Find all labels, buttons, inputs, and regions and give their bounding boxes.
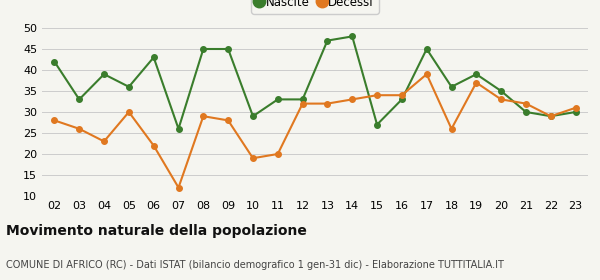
Nascite bbox=[398, 98, 406, 101]
Decessi bbox=[473, 81, 480, 84]
Line: Decessi: Decessi bbox=[52, 71, 578, 190]
Line: Nascite: Nascite bbox=[52, 34, 578, 132]
Nascite bbox=[423, 47, 430, 51]
Nascite bbox=[224, 47, 232, 51]
Nascite bbox=[150, 56, 157, 59]
Nascite bbox=[100, 73, 107, 76]
Decessi bbox=[349, 98, 356, 101]
Nascite bbox=[125, 85, 133, 88]
Nascite bbox=[175, 127, 182, 130]
Decessi bbox=[572, 106, 579, 109]
Decessi bbox=[224, 119, 232, 122]
Decessi bbox=[398, 94, 406, 97]
Nascite bbox=[572, 110, 579, 114]
Decessi bbox=[448, 127, 455, 130]
Decessi bbox=[274, 152, 281, 156]
Nascite bbox=[76, 98, 83, 101]
Nascite bbox=[448, 85, 455, 88]
Decessi bbox=[175, 186, 182, 189]
Decessi bbox=[547, 115, 554, 118]
Decessi bbox=[373, 94, 380, 97]
Nascite bbox=[299, 98, 306, 101]
Decessi bbox=[100, 140, 107, 143]
Decessi bbox=[200, 115, 207, 118]
Decessi bbox=[125, 110, 133, 114]
Nascite bbox=[51, 60, 58, 63]
Nascite bbox=[349, 35, 356, 38]
Decessi bbox=[523, 102, 530, 105]
Nascite bbox=[250, 115, 257, 118]
Decessi bbox=[324, 102, 331, 105]
Nascite bbox=[523, 110, 530, 114]
Decessi bbox=[423, 73, 430, 76]
Decessi bbox=[76, 127, 83, 130]
Decessi bbox=[250, 157, 257, 160]
Nascite bbox=[497, 89, 505, 93]
Nascite bbox=[547, 115, 554, 118]
Text: COMUNE DI AFRICO (RC) - Dati ISTAT (bilancio demografico 1 gen-31 dic) - Elabora: COMUNE DI AFRICO (RC) - Dati ISTAT (bila… bbox=[6, 260, 504, 270]
Nascite bbox=[274, 98, 281, 101]
Nascite bbox=[373, 123, 380, 126]
Nascite bbox=[324, 39, 331, 42]
Text: Movimento naturale della popolazione: Movimento naturale della popolazione bbox=[6, 224, 307, 238]
Legend: Nascite, Decessi: Nascite, Decessi bbox=[251, 0, 379, 14]
Decessi bbox=[150, 144, 157, 147]
Decessi bbox=[51, 119, 58, 122]
Decessi bbox=[299, 102, 306, 105]
Nascite bbox=[200, 47, 207, 51]
Nascite bbox=[473, 73, 480, 76]
Decessi bbox=[497, 98, 505, 101]
